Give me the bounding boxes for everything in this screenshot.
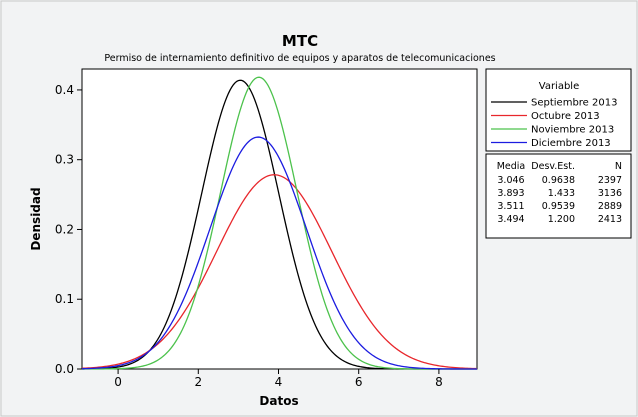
- legend-label-4: Diciembre 2013: [531, 138, 611, 149]
- density-curve-4: [81, 136, 477, 370]
- stats-cell: 1.200: [548, 214, 575, 225]
- stats-cell: 3.893: [497, 188, 524, 199]
- x-tick-label: 0: [114, 375, 122, 389]
- stats-cell: 3.494: [497, 214, 524, 225]
- x-axis-ticks: 0 2 4 6 8: [114, 369, 443, 389]
- legend-label-3: Noviembre 2013: [531, 125, 614, 136]
- plot-area: [81, 68, 478, 370]
- x-axis-label: Datos: [259, 394, 298, 408]
- chart-subtitle: Permiso de internamiento definitivo de e…: [104, 53, 495, 64]
- y-tick-label: 0.3: [55, 153, 74, 167]
- x-tick-label: 6: [355, 375, 363, 389]
- legend: Variable Septiembre 2013 Octubre 2013 Novi…: [485, 68, 632, 152]
- stats-header-3: N: [615, 161, 622, 172]
- y-axis-ticks: 0.0 0.1 0.2 0.3 0.4: [55, 83, 82, 376]
- stats-cell: 3.511: [497, 201, 524, 212]
- stats-table-box: [485, 153, 632, 239]
- legend-label-1: Septiembre 2013: [531, 98, 617, 109]
- y-tick-label: 0.0: [55, 362, 74, 376]
- legend-items: Septiembre 2013 Octubre 2013 Noviembre 201…: [491, 98, 617, 149]
- y-tick-label: 0.4: [55, 83, 74, 97]
- density-curves: [81, 76, 478, 370]
- density-curve-3: [82, 76, 477, 370]
- x-tick-label: 2: [194, 375, 202, 389]
- stats-cell: 1.433: [548, 188, 575, 199]
- stats-header-1: Media: [497, 161, 526, 172]
- legend-box: [485, 68, 632, 152]
- stats-cell: 0.9638: [542, 175, 575, 186]
- stats-cell: 3136: [598, 188, 622, 199]
- x-tick-label: 8: [435, 375, 443, 389]
- y-tick-label: 0.2: [55, 222, 74, 236]
- stats-cell: 2413: [598, 214, 622, 225]
- x-tick-label: 4: [275, 375, 283, 389]
- chart-title: MTC: [282, 32, 318, 50]
- stats-header-2: Desv.Est.: [531, 161, 575, 172]
- y-tick-label: 0.1: [55, 292, 74, 306]
- legend-label-2: Octubre 2013: [531, 111, 600, 122]
- stats-cell: 3.046: [497, 175, 524, 186]
- stats-table: Media Desv.Est. N 3.046 0.9638 2397 3.893 1.433…: [485, 153, 632, 239]
- stats-cell: 2397: [598, 175, 622, 186]
- y-axis-label: Densidad: [29, 187, 43, 250]
- stats-cell: 0.9539: [542, 201, 575, 212]
- legend-title: Variable: [539, 81, 580, 92]
- stats-table-rows: Media Desv.Est. N 3.046 0.9638 2397 3.893 1.433…: [497, 161, 622, 225]
- stats-cell: 2889: [598, 201, 622, 212]
